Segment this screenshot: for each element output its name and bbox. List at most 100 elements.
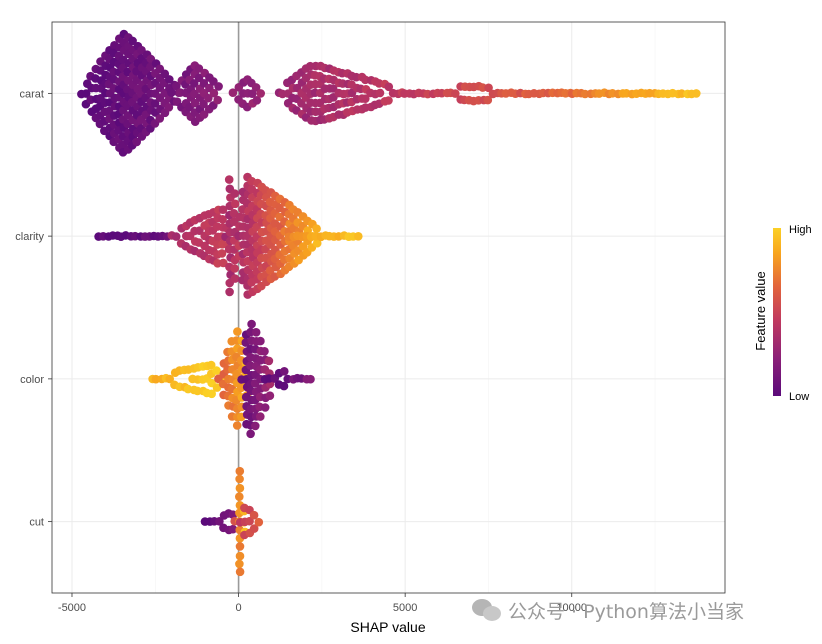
plot-panel-background [52, 22, 725, 593]
shap-point-color [264, 356, 274, 366]
legend-low-label: Low [789, 391, 809, 403]
legend-colorbar [773, 228, 781, 396]
shap-point-cut [235, 466, 245, 476]
shap-point-clarity [218, 205, 228, 214]
shap-point-color [165, 374, 174, 384]
shap-point-clarity [217, 249, 227, 258]
shap-point-color [260, 347, 269, 356]
beeswarm-points [77, 29, 701, 577]
shap-point-carat [483, 95, 493, 105]
shap-point-carat [155, 114, 165, 123]
shap-point-clarity [230, 189, 239, 198]
shap-point-clarity [312, 224, 321, 233]
shap-point-carat [128, 36, 137, 46]
color-legend: Feature value High Low [753, 224, 812, 403]
shap-point-carat [150, 99, 160, 108]
y-tick-label-cut: cut [29, 517, 44, 529]
legend-title: Feature value [753, 271, 768, 351]
shap-point-carat [209, 88, 219, 98]
shap-point-color [260, 403, 270, 412]
shap-point-cut [235, 542, 245, 551]
shap-point-carat [692, 89, 701, 98]
shap-point-carat [214, 82, 223, 91]
shap-point-color [206, 360, 216, 370]
shap-point-clarity [171, 232, 181, 241]
shap-point-carat [167, 88, 176, 97]
shap-point-color [306, 374, 315, 384]
shap-point-carat [256, 89, 266, 98]
shap-point-color [279, 381, 289, 391]
shap-point-color [233, 327, 242, 336]
shap-point-carat [190, 98, 200, 108]
shap-point-color [251, 328, 261, 337]
y-tick-label-carat: carat [20, 88, 44, 100]
shap-point-carat [213, 95, 222, 105]
wechat-icon [472, 597, 502, 623]
shap-point-color [232, 421, 242, 430]
x-tick-label: 10000 [556, 602, 587, 614]
shap-point-cut [249, 524, 259, 533]
shap-point-carat [228, 88, 238, 97]
shap-point-cut [235, 567, 245, 577]
shap-point-clarity [224, 175, 234, 184]
x-tick-label: 5000 [393, 602, 417, 614]
shap-point-carat [194, 64, 204, 73]
x-tick-label: 0 [236, 602, 242, 614]
shap-point-color [280, 367, 289, 376]
shap-point-color [207, 389, 216, 399]
shap-point-carat [484, 83, 493, 93]
x-tick-label: -5000 [58, 602, 86, 614]
shap-point-cut [249, 510, 259, 520]
plot-panel-border [51, 21, 726, 594]
shap-point-carat [252, 96, 262, 105]
x-axis-title: SHAP value [350, 619, 425, 635]
shap-point-cut [228, 524, 238, 534]
shap-point-clarity [312, 238, 322, 248]
shap-point-carat [199, 110, 209, 119]
shap-point-clarity [195, 226, 204, 235]
shap-point-carat [164, 103, 174, 112]
shap-point-carat [132, 137, 141, 147]
watermark-text: 公众号 · Python算法小当家 [508, 600, 744, 623]
x-axis: -5000 0 5000 10000 [58, 593, 587, 614]
shap-point-carat [199, 99, 208, 109]
legend-high-label: High [789, 224, 812, 236]
shap-point-cut [235, 474, 244, 484]
shap-point-color [255, 412, 265, 421]
shap-point-color [246, 429, 255, 439]
shap-point-carat [384, 96, 393, 105]
shap-point-color [265, 391, 275, 401]
y-tick-label-color: color [20, 374, 44, 386]
shap-point-cut [254, 517, 264, 527]
shap-point-carat [81, 89, 91, 98]
shap-point-cut [235, 483, 245, 493]
shap-point-carat [165, 75, 174, 84]
shap-point-cut [235, 492, 244, 502]
shap-point-color [247, 319, 256, 329]
shap-point-cut [245, 516, 254, 526]
shap-point-carat [204, 93, 213, 103]
y-tick-label-clarity: clarity [15, 231, 44, 243]
shap-point-clarity [354, 232, 363, 241]
shap-point-cut [215, 517, 224, 526]
shap-point-carat [361, 94, 370, 103]
shap-point-clarity [230, 274, 240, 283]
shap-point-carat [251, 83, 261, 92]
shap-point-clarity [230, 264, 239, 273]
shap-point-cut [235, 551, 245, 561]
shap-point-carat [247, 89, 257, 98]
y-axis: carat clarity color cut [15, 88, 52, 529]
shap-point-carat [384, 82, 394, 92]
watermark: 公众号 · Python算法小当家 [472, 596, 744, 624]
shap-point-clarity [230, 199, 240, 209]
shap-point-color [251, 421, 260, 431]
shap-point-color [212, 366, 221, 375]
shap-point-clarity [218, 215, 227, 224]
shap-point-clarity [225, 287, 234, 297]
shap-point-carat [172, 81, 181, 91]
shap-point-carat [189, 79, 199, 88]
shap-point-carat [451, 89, 460, 98]
shap-point-carat [375, 88, 385, 98]
shap-point-cut [235, 559, 244, 569]
